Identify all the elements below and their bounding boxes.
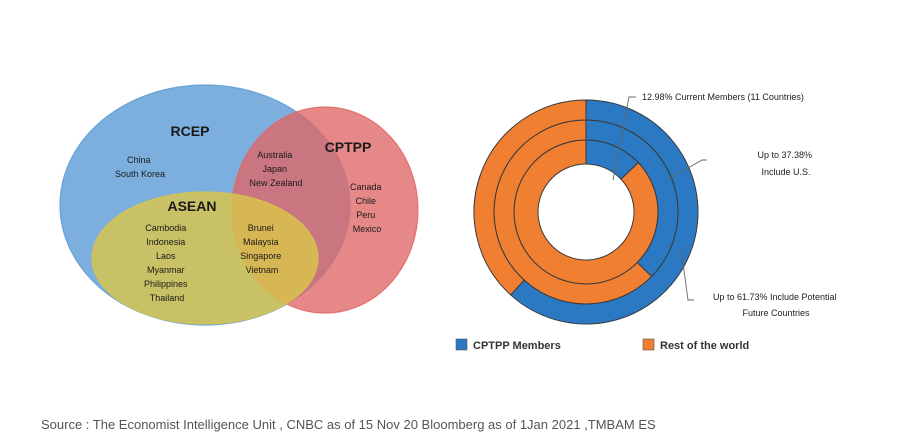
ring-2-annotation: Up to 37.38% Include U.S. <box>757 150 814 177</box>
country-label: Cambodia <box>145 223 186 233</box>
rcep-title: RCEP <box>171 123 210 139</box>
country-label: Mexico <box>353 224 382 234</box>
asean-only-list: Cambodia Indonesia Laos Myanmar Philippi… <box>144 223 190 303</box>
legend-label-members: CPTPP Members <box>473 340 561 352</box>
asean-circle <box>91 191 319 325</box>
legend-label-rest: Rest of the world <box>660 340 749 352</box>
country-label: Chile <box>355 196 376 206</box>
venn-diagram: RCEP CPTPP ASEAN China South Korea Austr… <box>59 84 419 326</box>
country-label: China <box>127 155 151 165</box>
legend: CPTPP Members Rest of the world <box>455 338 749 352</box>
ring-3-members-arc <box>510 99 699 325</box>
cptpp-title: CPTPP <box>325 139 372 155</box>
country-label: Singapore <box>240 251 281 261</box>
asean-title: ASEAN <box>167 198 216 214</box>
country-label: Vietnam <box>246 265 279 275</box>
donut-rings <box>473 99 699 325</box>
country-label: Thailand <box>150 293 185 303</box>
annotation-line: Include U.S. <box>761 167 810 177</box>
leader-line-ring-1 <box>612 96 636 181</box>
country-label: New Zealand <box>249 178 302 188</box>
country-label: Peru <box>356 210 375 220</box>
country-label: Canada <box>350 182 382 192</box>
source-note: Source : The Economist Intelligence Unit… <box>41 417 656 432</box>
annotation-line: Future Countries <box>742 308 810 318</box>
country-label: Brunei <box>248 223 274 233</box>
annotation-line: Up to 61.73% Include Potential <box>713 292 837 302</box>
country-label: Indonesia <box>146 237 185 247</box>
country-label: Japan <box>262 164 287 174</box>
annotation-line: Up to 37.38% <box>757 150 812 160</box>
country-label: Philippines <box>144 279 188 289</box>
rcep-cptpp-list: Australia Japan New Zealand <box>249 150 302 188</box>
ring-3-rest-arc <box>473 99 587 296</box>
legend-swatch-members <box>455 338 468 351</box>
donut-chart: 12.98% Current Members (11 Countries) Up… <box>455 92 839 352</box>
legend-swatch-rest <box>642 338 655 351</box>
cptpp-only-list: Canada Chile Peru Mexico <box>350 182 384 234</box>
country-label: Australia <box>257 150 292 160</box>
ring-3-annotation: Up to 61.73% Include Potential Future Co… <box>713 292 839 318</box>
asean-cptpp-list: Brunei Malaysia Singapore Vietnam <box>240 223 284 275</box>
country-label: Malaysia <box>243 237 279 247</box>
country-label: Myanmar <box>147 265 185 275</box>
leader-line-ring-3 <box>680 247 694 301</box>
rcep-only-list: China South Korea <box>115 155 165 179</box>
leader-line-ring-2 <box>666 159 707 181</box>
country-label: Laos <box>156 251 176 261</box>
country-label: South Korea <box>115 169 165 179</box>
ring-1-annotation: 12.98% Current Members (11 Countries) <box>642 92 804 102</box>
